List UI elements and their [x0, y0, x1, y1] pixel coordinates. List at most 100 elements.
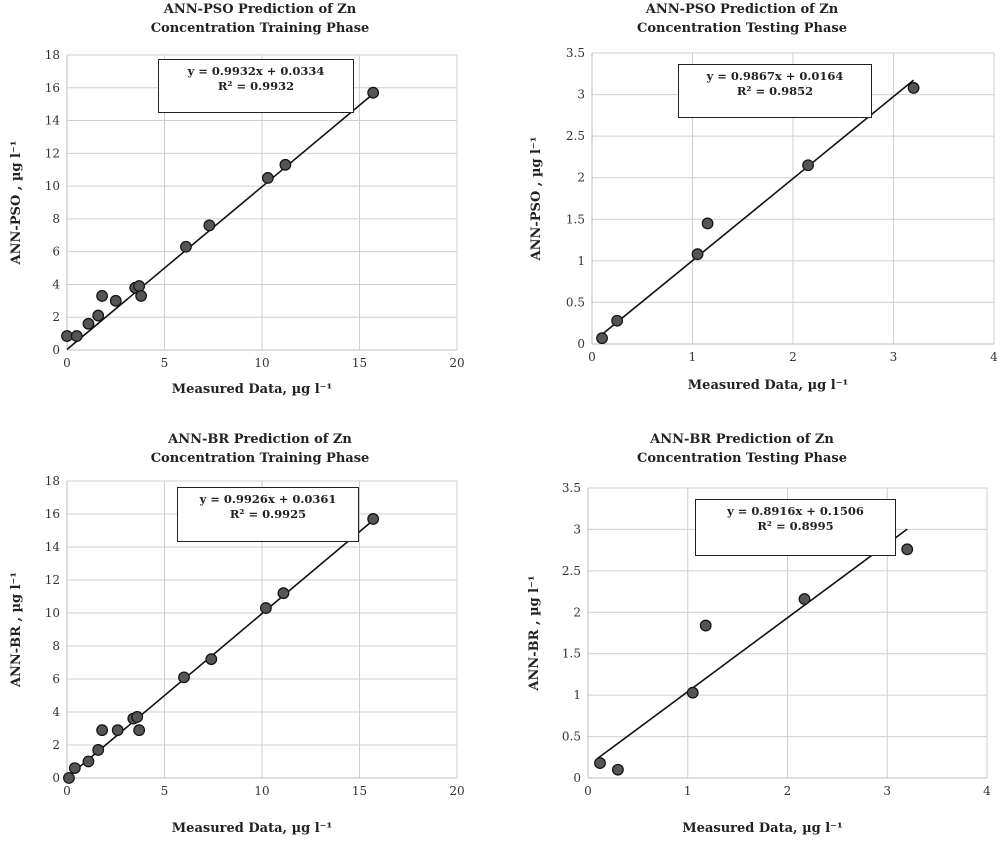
trendline-equation: y = 0.8916x + 0.1506 [727, 504, 864, 518]
y-tick-label: 2 [52, 310, 60, 324]
trendline [597, 528, 908, 759]
x-tick-label: 20 [449, 784, 464, 798]
trendline-equation-box: y = 0.9932x + 0.0334 R² = 0.9932 [158, 59, 354, 113]
chart-panel-pso-training: ANN-PSO Prediction of Zn Concentration T… [0, 0, 500, 420]
y-tick-label: 12 [45, 573, 60, 587]
data-point [261, 172, 274, 184]
y-tick-label: 4 [52, 705, 60, 719]
trendline-equation: y = 0.9867x + 0.0164 [706, 69, 844, 83]
data-point [691, 248, 704, 261]
data-point [701, 217, 714, 230]
data-point [612, 763, 624, 776]
x-tick-label: 15 [352, 356, 367, 370]
chart-title: ANN-BR Prediction of Zn Concentration Tr… [150, 432, 370, 466]
y-tick-label: 6 [52, 672, 60, 686]
x-tick-label: 10 [254, 784, 269, 798]
data-point [203, 219, 216, 232]
data-point [178, 671, 190, 684]
data-point [133, 724, 146, 737]
data-point [68, 762, 81, 775]
x-tick-label: 1 [689, 350, 697, 364]
y-tick-label: 3.5 [562, 481, 581, 495]
y-tick-label: 3 [573, 522, 581, 536]
x-axis-label: Measured Data, µg l⁻¹ [172, 821, 332, 836]
x-tick-label: 3 [883, 784, 891, 798]
data-point [260, 602, 272, 614]
y-tick-label: 0 [52, 343, 60, 357]
data-point [596, 332, 608, 345]
trendline [596, 79, 915, 340]
x-tick-label: 0 [63, 784, 71, 798]
data-point [367, 86, 380, 99]
y-tick-label: 1 [577, 254, 585, 268]
y-tick-label: 14 [45, 114, 61, 128]
x-tick-label: 2 [789, 350, 797, 364]
chart-plot: 0 2 4 6 8 10 12 14 16 18 0 5 10 15 20 Measured Data, µg… [9, 474, 465, 836]
data-point [367, 513, 380, 525]
y-axis-label: ANN-BR , µg l⁻¹ [527, 575, 542, 691]
data-point [63, 772, 75, 784]
y-tick-label: 16 [45, 507, 60, 521]
y-tick-label: 18 [45, 48, 60, 62]
y-tick-label: 18 [45, 474, 60, 488]
data-point [82, 755, 95, 768]
chart-plot: 0 2 4 6 8 10 12 14 16 18 0 5 10 15 20 Measured Data, µg… [9, 48, 465, 397]
y-axis-label: ANN-BR , µg l⁻¹ [9, 572, 24, 688]
y-tick-label: 2 [577, 171, 585, 185]
data-point [277, 587, 290, 600]
data-point [611, 314, 624, 327]
y-tick-label: 0.5 [566, 295, 585, 309]
y-tick-label: 6 [52, 245, 60, 259]
data-point [131, 711, 144, 723]
y-tick-label: 12 [45, 146, 60, 160]
data-point [686, 686, 699, 699]
chart-title: ANN-PSO Prediction of Zn Concentration T… [150, 2, 370, 36]
y-tick-label: 16 [45, 81, 60, 95]
y-tick-label: 8 [52, 639, 60, 653]
y-tick-label: 3.5 [566, 46, 585, 60]
x-tick-label: 10 [254, 356, 269, 370]
trendline-equation: y = 0.9926x + 0.0361 [199, 492, 337, 506]
trendline-r2: R² = 0.9932 [217, 79, 295, 93]
data-point [92, 309, 105, 322]
data-point [96, 290, 108, 302]
y-tick-label: 2.5 [566, 129, 585, 143]
y-tick-label: 0 [52, 771, 60, 785]
trendline-r2: R² = 0.9925 [229, 507, 307, 521]
trendline-equation-box: y = 0.9867x + 0.0164 R² = 0.9852 [678, 64, 872, 118]
x-tick-label: 4 [983, 784, 991, 798]
y-tick-label: 1 [573, 688, 581, 702]
x-axis-label: Measured Data, µg l⁻¹ [682, 821, 842, 836]
data-point [109, 294, 122, 307]
chart-panel-pso-testing: ANN-PSO Prediction of Zn Concentration T… [500, 0, 1000, 420]
data-point [802, 159, 814, 172]
y-axis-label: ANN-PSO , µg l⁻¹ [9, 141, 24, 266]
data-point [180, 240, 192, 253]
x-tick-label: 0 [584, 784, 592, 798]
trendline [67, 94, 372, 350]
x-tick-label: 5 [161, 784, 169, 798]
trendline-equation: y = 0.9932x + 0.0334 [187, 64, 325, 78]
data-point [61, 330, 73, 342]
data-point [907, 82, 920, 94]
data-point [798, 593, 811, 605]
y-tick-label: 14 [45, 540, 61, 554]
x-tick-label: 4 [990, 350, 998, 364]
chart-plot: 0 0.5 1 1.5 2 2.5 3 3.5 0 1 2 3 4 Measured Data, µg l… [529, 46, 998, 393]
data-point [133, 280, 146, 292]
data-point [699, 619, 712, 632]
chart-title: ANN-BR Prediction of Zn Concentration Te… [637, 432, 847, 466]
trendline-equation-box: y = 0.8916x + 0.1506 R² = 0.8995 [695, 499, 896, 556]
trendline-r2: R² = 0.9852 [736, 84, 814, 98]
trendline-r2: R² = 0.8995 [757, 519, 834, 533]
y-tick-label: 2 [52, 738, 60, 752]
y-tick-label: 4 [52, 277, 60, 291]
trendline-equation-box: y = 0.9926x + 0.0361 R² = 0.9925 [177, 487, 359, 542]
trendline [67, 519, 374, 778]
data-point [135, 290, 148, 302]
y-tick-label: 10 [45, 179, 60, 193]
x-tick-label: 3 [890, 350, 898, 364]
data-point [279, 158, 292, 171]
chart-plot: 0 0.5 1 1.5 2 2.5 3 3.5 0 1 2 3 4 Measured Data, µg l… [527, 481, 991, 836]
x-tick-label: 20 [449, 356, 464, 370]
